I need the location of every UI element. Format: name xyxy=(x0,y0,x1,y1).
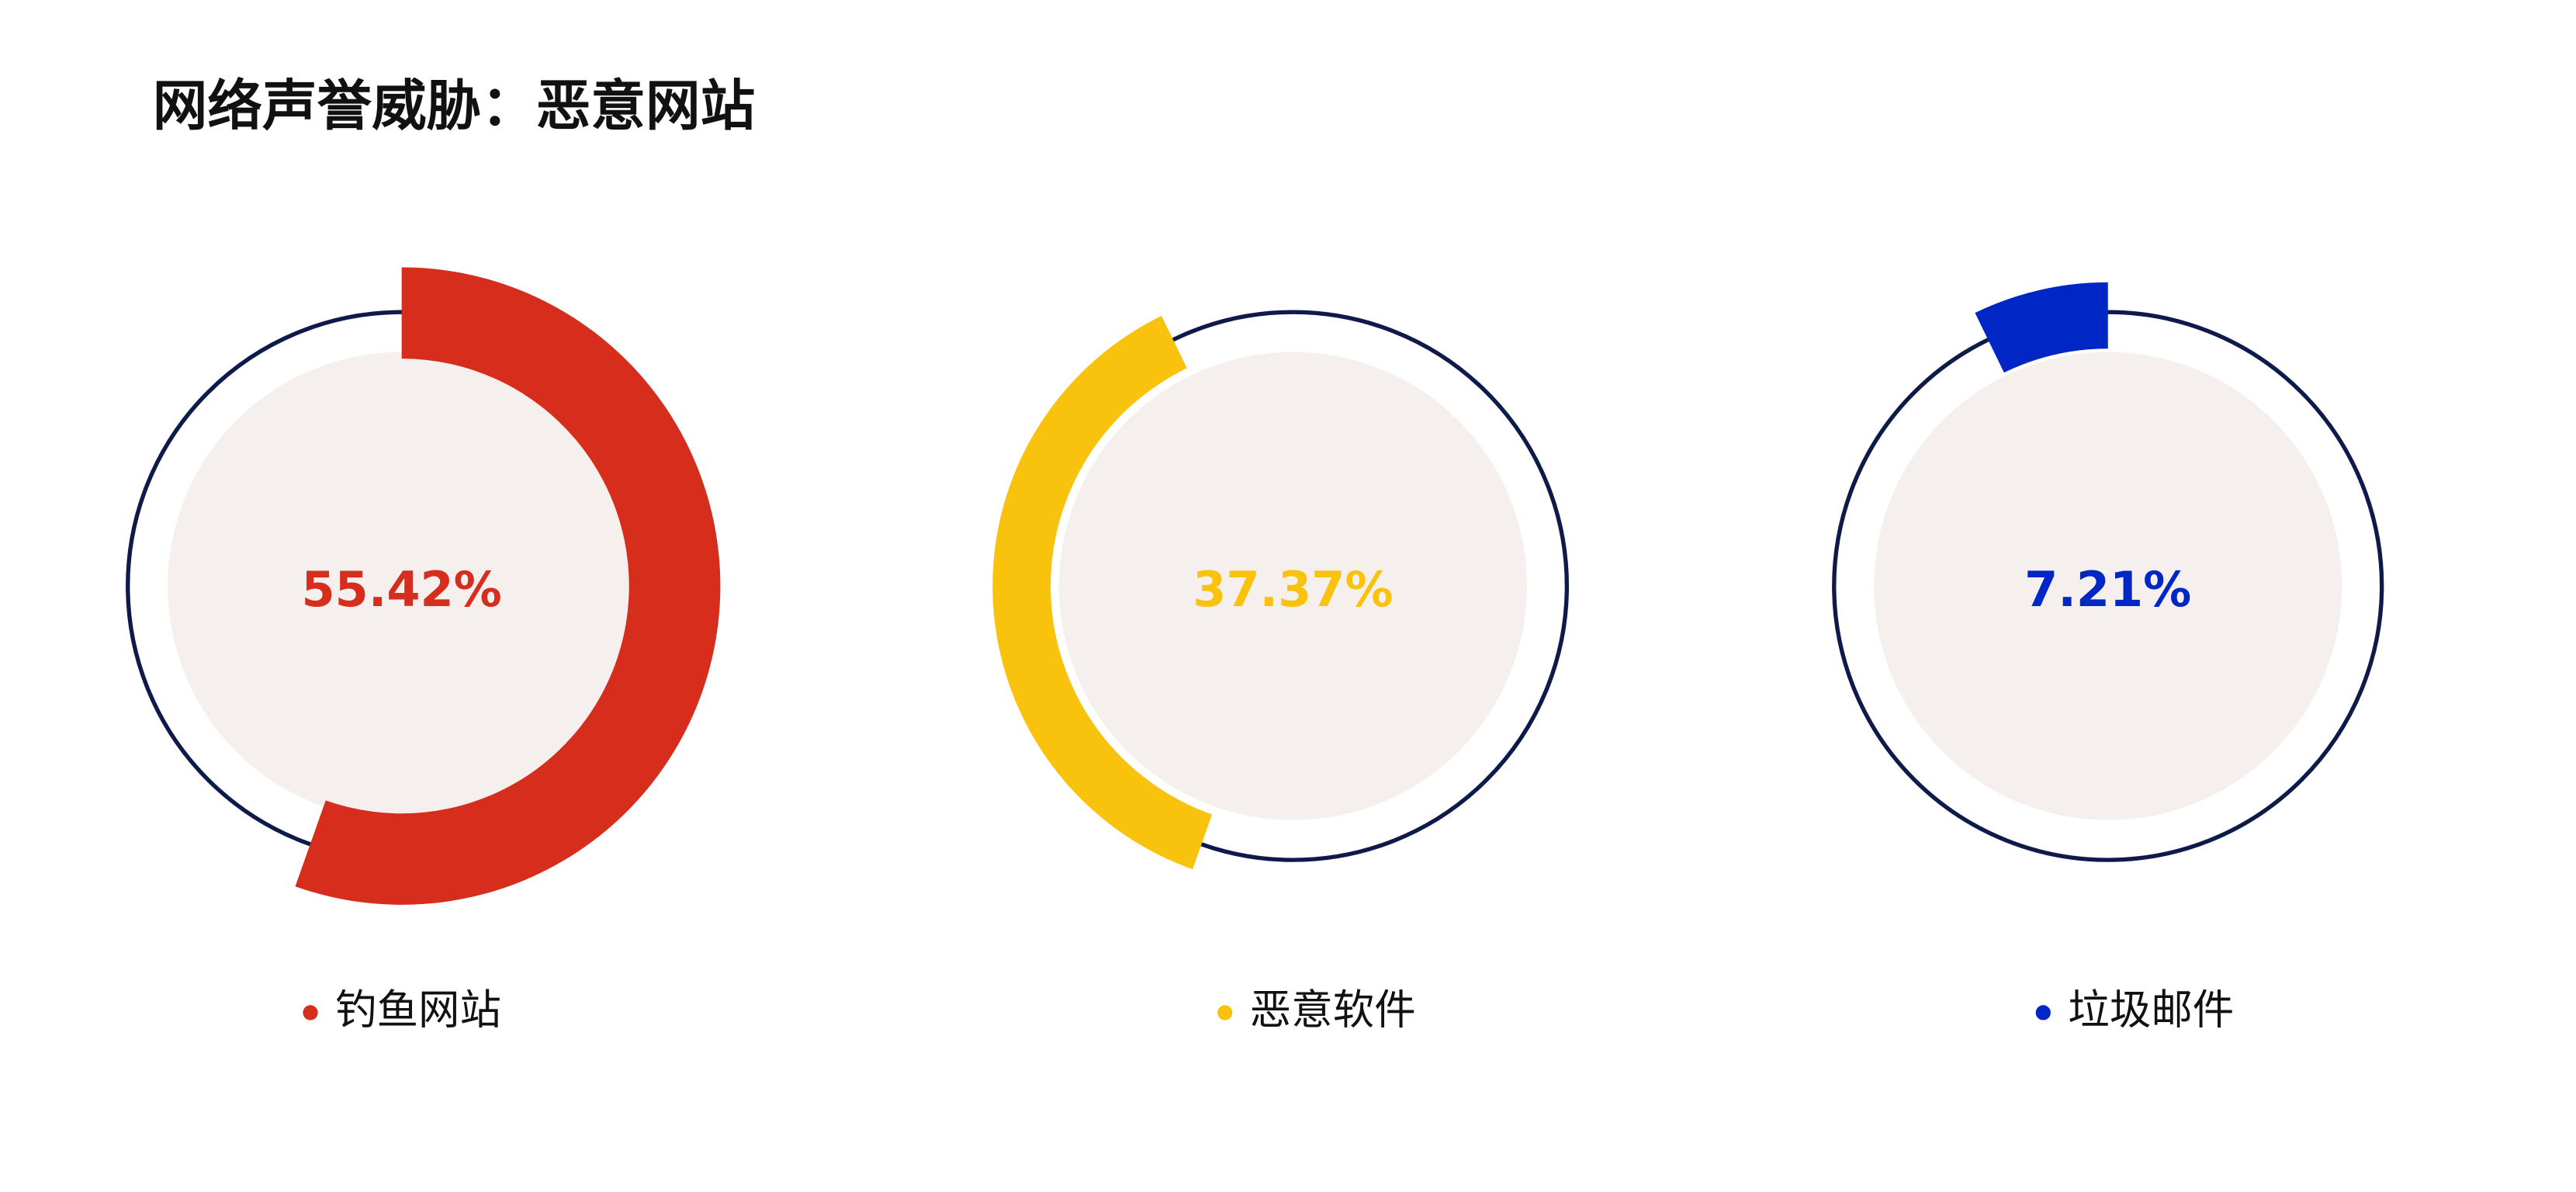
gauge-arc xyxy=(1975,282,2108,373)
legend-label: 钓鱼网站 xyxy=(335,986,501,1034)
gauge-inner xyxy=(168,352,636,820)
gauge-inner xyxy=(1058,352,1528,820)
legend-marker xyxy=(303,1005,318,1020)
chart-title: 网络声誉威胁：恶意网站 xyxy=(153,74,755,138)
legend-label: 垃圾邮件 xyxy=(2068,986,2234,1034)
gauge-arc xyxy=(992,316,1213,870)
value-label: 37.37% xyxy=(1193,561,1393,618)
legend-marker xyxy=(1217,1005,1233,1020)
value-label: 7.21% xyxy=(2024,561,2191,618)
gauge-inner xyxy=(1874,352,2342,820)
value-label: 55.42% xyxy=(302,561,502,618)
legend-label: 恶意软件 xyxy=(1250,986,1416,1034)
gauge-arc xyxy=(295,267,721,905)
legend-marker xyxy=(2035,1005,2051,1020)
